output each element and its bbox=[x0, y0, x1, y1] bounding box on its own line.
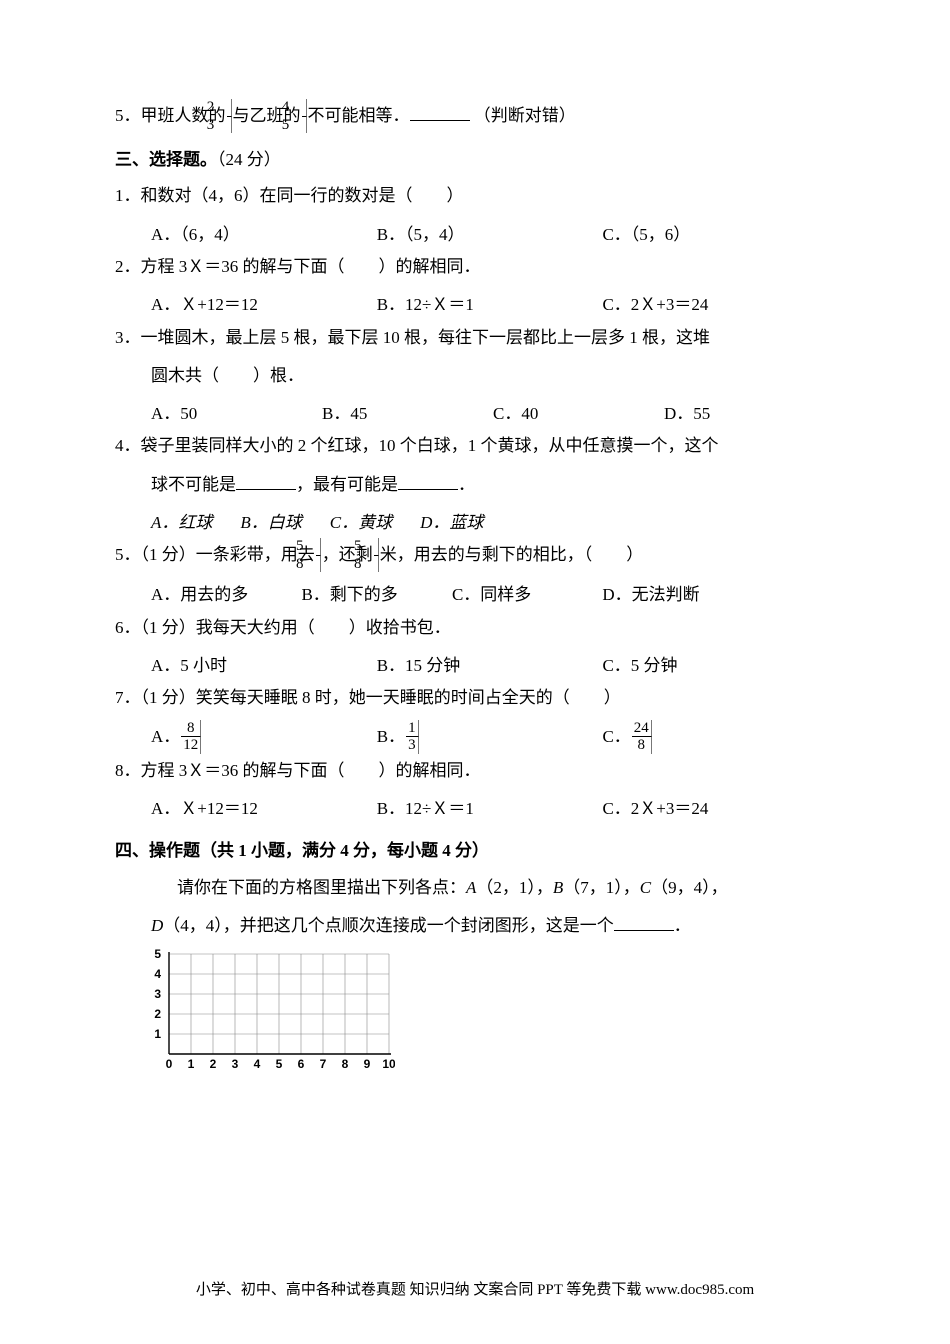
s3q6-options: A．5 小时 B．15 分钟 C．5 分钟 bbox=[115, 650, 835, 682]
s4-l1a: 请你在下面的方格图里描出下列各点： bbox=[177, 878, 466, 897]
s3q2: 2．方程 3Ｘ＝36 的解与下面（ ）的解相同． bbox=[115, 251, 835, 283]
pCc: （9，4）， bbox=[651, 878, 728, 897]
q5-judge-label: （判断对错） bbox=[474, 106, 576, 125]
s4-l2a: （4，4），并把这几个点顺次连接成一个封闭图形，这是一个 bbox=[163, 916, 614, 935]
s3q2-b[interactable]: B．12÷Ｘ＝1 bbox=[377, 289, 603, 321]
s3q8-b[interactable]: B．12÷Ｘ＝1 bbox=[377, 793, 603, 825]
section3-title-text: 三、选择题。 bbox=[115, 150, 217, 169]
s3q1-options: A．（6，4） B．（5，4） C．（5，6） bbox=[115, 219, 835, 251]
s3q8-options: A．Ｘ+12＝12 B．12÷Ｘ＝1 C．2Ｘ+3＝24 bbox=[115, 793, 835, 825]
blank[interactable] bbox=[614, 914, 674, 931]
s4-l2b: ． bbox=[674, 916, 691, 935]
svg-text:4: 4 bbox=[154, 967, 161, 981]
s3q8: 8．方程 3Ｘ＝36 的解与下面（ ）的解相同． bbox=[115, 755, 835, 787]
s3q4-t2c: ． bbox=[458, 475, 475, 494]
s3q3-l2: 圆木共（ ）根． bbox=[115, 360, 835, 392]
s3q7-options: A．812 B．13 C．248 bbox=[115, 721, 835, 755]
s3q4-t2b: ，最有可能是 bbox=[296, 475, 398, 494]
s3q6-b[interactable]: B．15 分钟 bbox=[377, 650, 603, 682]
s3q4-c[interactable]: C．黄球 bbox=[330, 507, 392, 539]
q5-judge: 5．甲班人数的23与乙班的45不可能相等． （判断对错） bbox=[115, 100, 835, 134]
s3q3-a[interactable]: A．50 bbox=[151, 398, 322, 430]
blank[interactable] bbox=[236, 473, 296, 490]
section3-points: （24 分） bbox=[217, 150, 281, 169]
s3q2-c[interactable]: C．2Ｘ+3＝24 bbox=[602, 289, 828, 321]
s3q2-options: A．Ｘ+12＝12 B．12÷Ｘ＝1 C．2Ｘ+3＝24 bbox=[115, 289, 835, 321]
s3q4-a[interactable]: A．红球 bbox=[151, 507, 212, 539]
s3q7: 7．（1 分）笑笑每天睡眠 8 时，她一天睡眠的时间占全天的（ ） bbox=[115, 682, 835, 714]
frac-2-3: 23 bbox=[227, 99, 232, 133]
s4-line1: 请你在下面的方格图里描出下列各点：A（2，1），B（7，1），C（9，4）， bbox=[115, 872, 835, 904]
s3q3-l1: 3．一堆圆木，最上层 5 根，最下层 10 根，每往下一层都比上一层多 1 根，… bbox=[115, 322, 835, 354]
s3q7-a[interactable]: A．812 bbox=[151, 721, 377, 755]
s3q5-a[interactable]: A．用去的多 bbox=[151, 579, 301, 611]
svg-text:5: 5 bbox=[154, 948, 161, 961]
pAc: （2，1）， bbox=[476, 878, 553, 897]
blank[interactable] bbox=[398, 473, 458, 490]
s3q4-b[interactable]: B．白球 bbox=[240, 507, 301, 539]
s3q8-a[interactable]: A．Ｘ+12＝12 bbox=[151, 793, 377, 825]
s3q3-options: A．50 B．45 C．40 D．55 bbox=[115, 398, 835, 430]
s3q6: 6．（1 分）我每天大约用（ ）收拾书包． bbox=[115, 612, 835, 644]
s3q3-d[interactable]: D．55 bbox=[664, 398, 835, 430]
page-footer: 小学、初中、高中各种试卷真题 知识归纳 文案合同 PPT 等免费下载 www.d… bbox=[0, 1276, 950, 1305]
pBc: （7，1）， bbox=[563, 878, 640, 897]
s3q8-c[interactable]: C．2Ｘ+3＝24 bbox=[602, 793, 828, 825]
blank[interactable] bbox=[410, 104, 470, 121]
s3q7-c[interactable]: C．248 bbox=[602, 721, 828, 755]
svg-text:10: 10 bbox=[382, 1057, 395, 1071]
s3q1: 1．和数对（4，6）在同一行的数对是（ ） bbox=[115, 180, 835, 212]
svg-text:1: 1 bbox=[154, 1027, 161, 1041]
pC: C bbox=[640, 878, 651, 897]
s3q6-a[interactable]: A．5 小时 bbox=[151, 650, 377, 682]
q5-suffix: 不可能相等． bbox=[308, 106, 410, 125]
s3q1-b[interactable]: B．（5，4） bbox=[377, 219, 603, 251]
frac-5-8b: 58 bbox=[374, 538, 379, 572]
s3q4-l1: 4．袋子里装同样大小的 2 个红球，10 个白球，1 个黄球，从中任意摸一个，这… bbox=[115, 430, 835, 462]
s3q4-t2a: 球不可能是 bbox=[151, 475, 236, 494]
svg-text:7: 7 bbox=[320, 1057, 327, 1071]
svg-text:8: 8 bbox=[342, 1057, 349, 1071]
svg-text:6: 6 bbox=[298, 1057, 305, 1071]
pB: B bbox=[553, 878, 563, 897]
s3q4-d[interactable]: D．蓝球 bbox=[420, 507, 483, 539]
svg-text:3: 3 bbox=[154, 987, 161, 1001]
svg-text:9: 9 bbox=[364, 1057, 371, 1071]
s3q4-options: A．红球 B．白球 C．黄球 D．蓝球 bbox=[115, 507, 835, 539]
svg-text:1: 1 bbox=[188, 1057, 195, 1071]
s3q5-d[interactable]: D．无法判断 bbox=[602, 579, 752, 611]
s3q5-c[interactable]: C．同样多 bbox=[452, 579, 602, 611]
svg-text:5: 5 bbox=[276, 1057, 283, 1071]
s3q5-options: A．用去的多 B．剩下的多 C．同样多 D．无法判断 bbox=[115, 579, 835, 611]
s4-line2: D（4，4），并把这几个点顺次连接成一个封闭图形，这是一个 ． bbox=[115, 910, 835, 942]
frac-4-5: 45 bbox=[302, 99, 307, 133]
s3q5-mid: ，还剩 bbox=[322, 545, 373, 564]
q5-mid: 与乙班的 bbox=[233, 106, 301, 125]
s3q7-b[interactable]: B．13 bbox=[377, 721, 603, 755]
svg-text:3: 3 bbox=[232, 1057, 239, 1071]
s3q3-b[interactable]: B．45 bbox=[322, 398, 493, 430]
s3q4-l2: 球不可能是 ，最有可能是 ． bbox=[115, 469, 835, 501]
s3q5-prefix: 5．（1 分）一条彩带，用去 bbox=[115, 545, 315, 564]
section3-title: 三、选择题。（24 分） bbox=[115, 144, 835, 176]
s3q3-c[interactable]: C．40 bbox=[493, 398, 664, 430]
s3q1-c[interactable]: C．（5，6） bbox=[602, 219, 828, 251]
pA: A bbox=[466, 878, 476, 897]
frac-5-8a: 58 bbox=[316, 538, 321, 572]
s3q2-a[interactable]: A．Ｘ+12＝12 bbox=[151, 289, 377, 321]
s3q1-a[interactable]: A．（6，4） bbox=[151, 219, 377, 251]
svg-text:0: 0 bbox=[166, 1057, 173, 1071]
s3q6-c[interactable]: C．5 分钟 bbox=[602, 650, 828, 682]
svg-text:2: 2 bbox=[154, 1007, 161, 1021]
s3q5-suffix: 米，用去的与剩下的相比，（ ） bbox=[380, 545, 644, 564]
grid-svg: 0 1 2 3 4 5 6 7 8 9 10 1 2 3 4 5 bbox=[151, 948, 395, 1072]
pD: D bbox=[151, 916, 163, 935]
svg-text:4: 4 bbox=[254, 1057, 261, 1071]
section4-title: 四、操作题（共 1 小题，满分 4 分，每小题 4 分） bbox=[115, 835, 835, 867]
svg-text:2: 2 bbox=[210, 1057, 217, 1071]
s3q5-b[interactable]: B．剩下的多 bbox=[301, 579, 451, 611]
coordinate-grid: 0 1 2 3 4 5 6 7 8 9 10 1 2 3 4 5 bbox=[115, 948, 835, 1083]
s3q5: 5．（1 分）一条彩带，用去58，还剩58米，用去的与剩下的相比，（ ） bbox=[115, 539, 835, 573]
